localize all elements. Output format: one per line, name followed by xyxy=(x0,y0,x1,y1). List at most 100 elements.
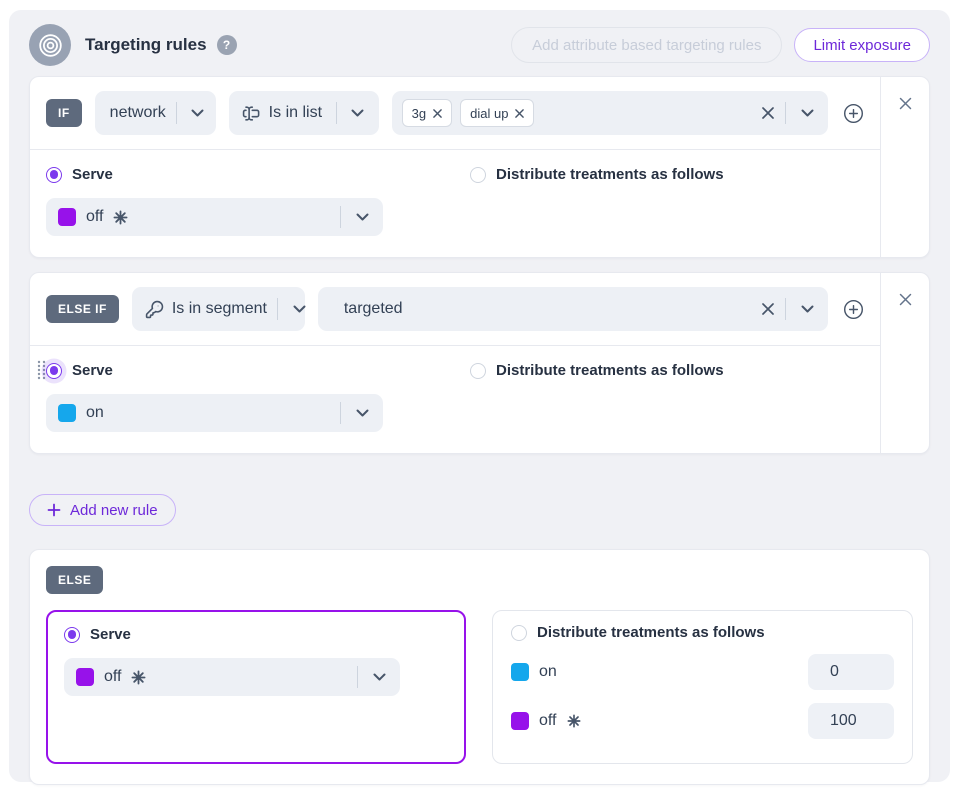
rule-main: IF network Is in l xyxy=(30,77,880,257)
distribute-option[interactable]: Distribute treatments as follows xyxy=(470,166,724,183)
treatment-swatch xyxy=(511,663,529,681)
rule-card-if: IF network Is in l xyxy=(29,76,930,258)
page-title: Targeting rules xyxy=(85,35,207,54)
else-badge: ELSE xyxy=(46,566,104,594)
add-condition-icon[interactable] xyxy=(843,299,864,320)
targeting-rules-panel: Targeting rules ? Add attribute based ta… xyxy=(9,10,950,785)
else-if-badge: ELSE IF xyxy=(46,295,119,323)
distribute-row: on xyxy=(511,654,894,690)
distribute-row: off xyxy=(511,703,894,739)
remove-rule-icon[interactable] xyxy=(897,95,914,112)
serve-distribute-row: Serve Distribute treatments as follows xyxy=(30,150,880,183)
add-attribute-rules-button[interactable]: Add attribute based targeting rules xyxy=(511,27,783,63)
treatment-name: on xyxy=(86,404,104,421)
drag-handle-icon[interactable] xyxy=(37,360,46,380)
else-panels: Serve off Distr xyxy=(46,610,913,764)
select-divider xyxy=(277,298,278,320)
serve-radio[interactable] xyxy=(46,166,62,183)
attribute-select[interactable]: network xyxy=(94,91,219,135)
serve-label: Serve xyxy=(72,166,113,183)
treatment-swatch xyxy=(58,208,76,226)
treatment-select[interactable]: on xyxy=(46,394,383,432)
serve-option[interactable]: Serve xyxy=(46,362,470,379)
chevron-down-icon xyxy=(786,109,828,117)
limit-exposure-button[interactable]: Limit exposure xyxy=(794,28,930,62)
plus-icon xyxy=(47,503,61,517)
distribute-option[interactable]: Distribute treatments as follows xyxy=(470,362,724,379)
default-treatment-icon xyxy=(113,210,128,225)
chevron-down-icon xyxy=(278,305,320,313)
distribute-radio[interactable] xyxy=(511,624,527,641)
segment-value-field[interactable] xyxy=(317,287,828,331)
rule-card-else-if: ELSE IF Is in segment xyxy=(29,272,930,454)
select-divider xyxy=(785,298,786,320)
chevron-down-icon xyxy=(341,213,383,221)
else-distribute-panel[interactable]: Distribute treatments as follows on off xyxy=(492,610,913,764)
condition-row: ELSE IF Is in segment xyxy=(30,273,880,346)
value-chip: dial up xyxy=(460,99,535,127)
clear-icon[interactable] xyxy=(751,106,785,120)
select-divider xyxy=(340,402,341,424)
condition-row: IF network Is in l xyxy=(30,77,880,150)
panel-header: Targeting rules ? Add attribute based ta… xyxy=(29,22,930,68)
serve-option[interactable]: Serve xyxy=(46,166,470,183)
rule-main: ELSE IF Is in segment xyxy=(30,273,880,453)
matcher-select[interactable]: Is in segment xyxy=(131,287,305,331)
default-treatment-icon xyxy=(131,670,146,685)
distribution-percent-input[interactable] xyxy=(808,654,894,690)
treatment-swatch xyxy=(76,668,94,686)
treatment-name: off xyxy=(539,712,557,729)
distribute-label: Distribute treatments as follows xyxy=(496,166,724,183)
serve-radio[interactable] xyxy=(64,626,80,643)
segment-input[interactable] xyxy=(327,299,751,319)
default-treatment-icon xyxy=(566,714,581,728)
select-divider xyxy=(340,206,341,228)
matcher-select-value: Is in list xyxy=(268,104,323,121)
distribution-percent-input[interactable] xyxy=(808,703,894,739)
distribute-label: Distribute treatments as follows xyxy=(537,624,765,641)
select-divider xyxy=(335,102,337,124)
treatment-select[interactable]: off xyxy=(64,658,400,696)
treatment-swatch xyxy=(511,712,529,730)
text-cursor-input-icon xyxy=(242,104,261,123)
clear-icon[interactable] xyxy=(751,302,785,316)
help-icon[interactable]: ? xyxy=(216,35,237,55)
serve-label: Serve xyxy=(72,362,113,379)
serve-radio[interactable] xyxy=(46,362,62,379)
add-new-rule-button[interactable]: Add new rule xyxy=(29,494,176,526)
distribute-radio[interactable] xyxy=(470,362,486,379)
chevron-down-icon xyxy=(337,109,379,117)
chip-label: dial up xyxy=(470,105,509,121)
target-icon xyxy=(29,24,71,66)
chevron-down-icon xyxy=(341,409,383,417)
treatment-name: on xyxy=(539,663,557,680)
chevron-down-icon xyxy=(177,109,219,117)
values-multiselect[interactable]: 3g dial up xyxy=(391,91,828,135)
treatment-name: off xyxy=(86,208,104,225)
else-card: ELSE Serve off xyxy=(29,549,930,785)
rule-close-column xyxy=(880,273,929,453)
distribute-option[interactable]: Distribute treatments as follows xyxy=(511,624,894,641)
distribute-label: Distribute treatments as follows xyxy=(496,362,724,379)
key-icon xyxy=(145,300,164,319)
remove-value-icon[interactable] xyxy=(433,108,442,118)
select-divider xyxy=(357,666,358,688)
matcher-select-value: Is in segment xyxy=(171,300,267,317)
chip-label: 3g xyxy=(411,105,427,121)
serve-label: Serve xyxy=(90,626,131,643)
remove-value-icon[interactable] xyxy=(515,108,525,118)
distribute-radio[interactable] xyxy=(470,166,486,183)
if-badge: IF xyxy=(46,99,82,127)
add-new-rule-label: Add new rule xyxy=(70,501,158,519)
chevron-down-icon xyxy=(786,305,828,313)
treatment-select[interactable]: off xyxy=(46,198,383,236)
select-divider xyxy=(175,102,177,124)
else-serve-panel[interactable]: Serve off xyxy=(46,610,466,764)
value-chip: 3g xyxy=(401,99,453,127)
add-condition-icon[interactable] xyxy=(843,103,864,124)
matcher-select[interactable]: Is in list xyxy=(228,91,379,135)
treatment-swatch xyxy=(58,404,76,422)
rule-close-column xyxy=(880,77,929,257)
remove-rule-icon[interactable] xyxy=(897,291,914,308)
serve-option[interactable]: Serve xyxy=(64,626,448,643)
